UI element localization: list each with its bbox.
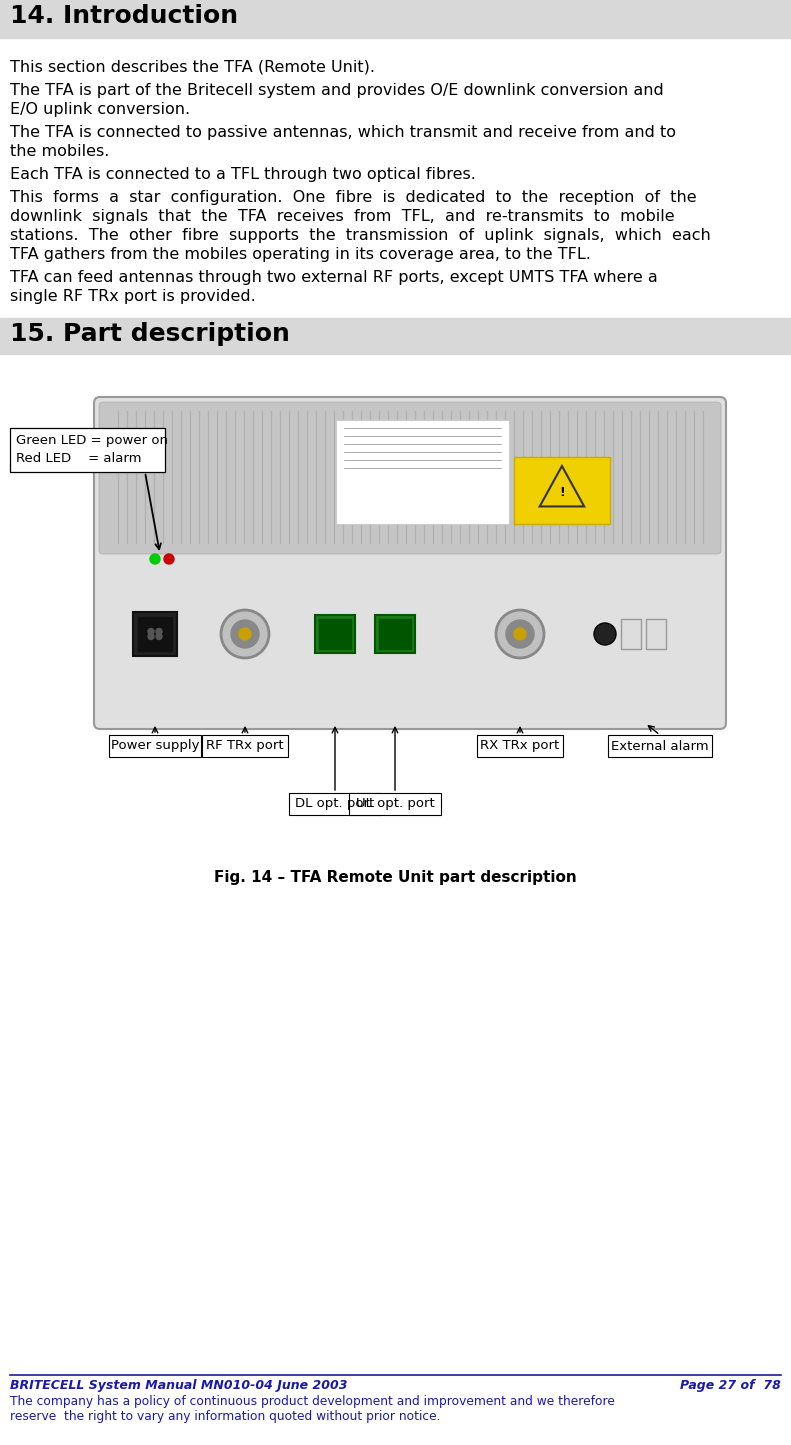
Circle shape — [239, 629, 251, 640]
Bar — [202, 736, 288, 757]
Polygon shape — [539, 465, 585, 506]
Circle shape — [231, 620, 259, 647]
Text: E/O uplink conversion.: E/O uplink conversion. — [10, 103, 190, 117]
Circle shape — [506, 620, 534, 647]
Bar — [621, 618, 641, 649]
Bar — [514, 457, 610, 525]
Text: stations.  The  other  fibre  supports  the  transmission  of  uplink  signals, : stations. The other fibre supports the t… — [10, 228, 711, 243]
Circle shape — [164, 553, 174, 564]
Text: Page 27 of  78: Page 27 of 78 — [680, 1379, 781, 1392]
Circle shape — [221, 610, 269, 657]
Text: the mobiles.: the mobiles. — [10, 144, 109, 159]
Text: reserve  the right to vary any information quoted without prior notice.: reserve the right to vary any informatio… — [10, 1410, 441, 1423]
Text: 15. Part description: 15. Part description — [10, 322, 290, 345]
Text: DL opt. port: DL opt. port — [295, 798, 375, 811]
Text: The TFA is connected to passive antennas, which transmit and receive from and to: The TFA is connected to passive antennas… — [10, 126, 676, 140]
Text: This  forms  a  star  configuration.  One  fibre  is  dedicated  to  the  recept: This forms a star configuration. One fib… — [10, 189, 697, 205]
Text: RF TRx port: RF TRx port — [206, 740, 284, 753]
Circle shape — [514, 629, 526, 640]
Circle shape — [156, 629, 162, 634]
Bar — [10, 428, 165, 473]
Circle shape — [150, 553, 160, 564]
Circle shape — [496, 610, 544, 657]
Bar — [608, 736, 712, 757]
Circle shape — [594, 623, 616, 644]
Text: Green LED = power on: Green LED = power on — [16, 434, 168, 447]
Bar — [109, 736, 201, 757]
Text: Power supply: Power supply — [111, 740, 199, 753]
Bar — [349, 793, 441, 815]
Bar — [315, 616, 355, 653]
Text: !: ! — [559, 486, 565, 499]
Bar — [375, 616, 415, 653]
Bar — [477, 736, 563, 757]
FancyBboxPatch shape — [94, 397, 726, 728]
Text: The TFA is part of the Britecell system and provides O/E downlink conversion and: The TFA is part of the Britecell system … — [10, 82, 664, 98]
Bar — [319, 618, 351, 649]
Bar — [335, 420, 509, 525]
Text: The company has a policy of continuous product development and improvement and w: The company has a policy of continuous p… — [10, 1394, 615, 1407]
Text: This section describes the TFA (Remote Unit).: This section describes the TFA (Remote U… — [10, 61, 375, 75]
Bar — [379, 618, 411, 649]
Bar — [0, 0, 791, 38]
Text: TFA gathers from the mobiles operating in its coverage area, to the TFL.: TFA gathers from the mobiles operating i… — [10, 247, 591, 262]
Text: Each TFA is connected to a TFL through two optical fibres.: Each TFA is connected to a TFL through t… — [10, 168, 476, 182]
Text: BRITECELL System Manual MN010-04 June 2003: BRITECELL System Manual MN010-04 June 20… — [10, 1379, 347, 1392]
FancyBboxPatch shape — [99, 402, 721, 553]
Bar — [133, 613, 177, 656]
Bar — [0, 318, 791, 354]
Text: RX TRx port: RX TRx port — [480, 740, 559, 753]
Bar — [646, 618, 666, 649]
Text: External alarm: External alarm — [611, 740, 709, 753]
Text: downlink  signals  that  the  TFA  receives  from  TFL,  and  re-transmits  to  : downlink signals that the TFA receives f… — [10, 210, 675, 224]
Text: Red LED    = alarm: Red LED = alarm — [16, 452, 142, 465]
Circle shape — [148, 629, 154, 634]
Text: single RF TRx port is provided.: single RF TRx port is provided. — [10, 289, 255, 303]
Text: 14. Introduction: 14. Introduction — [10, 4, 238, 27]
Bar — [289, 793, 381, 815]
Text: TFA can feed antennas through two external RF ports, except UMTS TFA where a: TFA can feed antennas through two extern… — [10, 270, 658, 285]
Bar — [138, 617, 172, 652]
Text: Fig. 14 – TFA Remote Unit part description: Fig. 14 – TFA Remote Unit part descripti… — [214, 870, 577, 884]
Text: UL opt. port: UL opt. port — [356, 798, 434, 811]
Circle shape — [148, 633, 154, 640]
Circle shape — [156, 633, 162, 640]
